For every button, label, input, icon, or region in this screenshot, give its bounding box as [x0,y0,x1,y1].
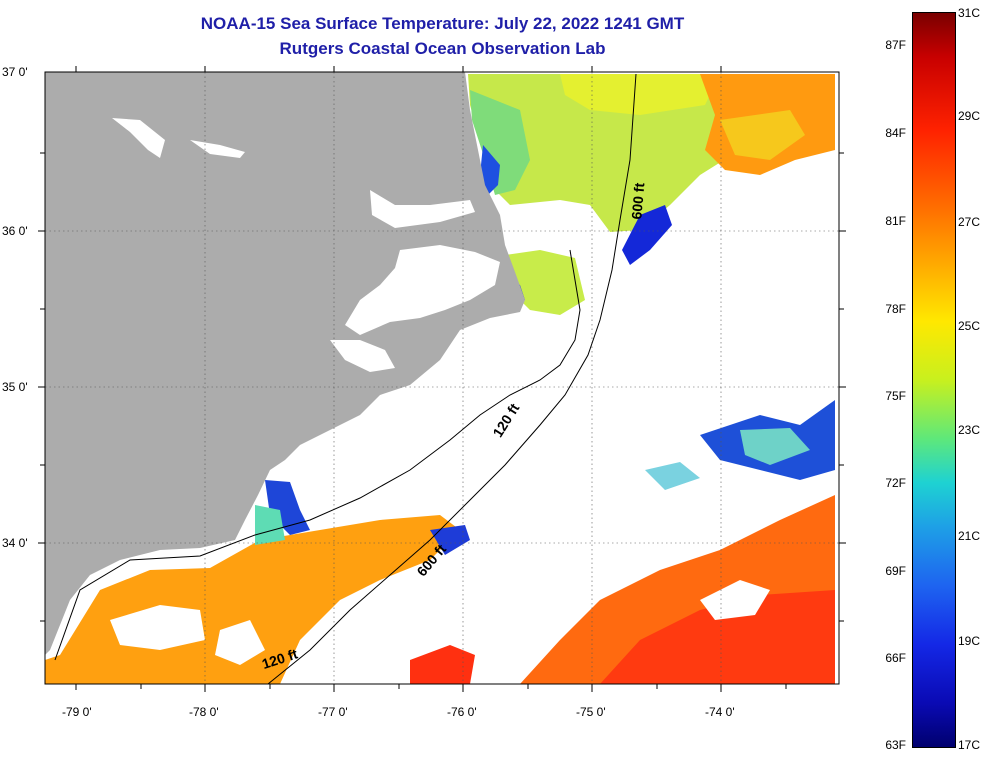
cbar-c-19: 19C [958,634,981,648]
lon-label-75: -75 0' [576,705,606,719]
sst-south-shelf-white [110,605,205,650]
sst-south-red-patch [410,645,475,684]
sst-pamlico-patch [505,250,585,315]
map-content [45,72,839,684]
cbar-f-78: 78F [885,302,906,316]
cbar-c-21: 21C [958,529,981,543]
inland-lake-1 [112,118,165,158]
sst-offshore-blue [430,525,470,555]
cbar-c-17: 17C [958,738,981,752]
isobath-120ft [54,249,581,661]
isobath-600ft [267,73,637,685]
cbar-c-23: 23C [958,423,981,437]
cbar-f-87: 87F [885,38,906,52]
sst-north-yellow [560,74,720,115]
sst-northeast-yellow [720,110,805,160]
pamlico-sound [345,245,500,335]
cbar-f-72: 72F [885,476,906,490]
neuse-river [330,340,395,372]
lon-label-79: -79 0' [62,705,92,719]
lat-label-34: 34 0' [2,536,28,550]
cbar-f-63: 63F [885,738,906,752]
sst-southeast-red [600,590,835,684]
cbar-c-27: 27C [958,215,981,229]
lon-label-77: -77 0' [318,705,348,719]
lon-label-76: -76 0' [447,705,477,719]
cbar-c-29: 29C [958,109,981,123]
lon-label-74: -74 0' [705,705,735,719]
sst-gulfstream-cold-north [622,205,672,265]
albemarle-sound [370,190,475,228]
map-frame [44,71,840,685]
cbar-c-25: 25C [958,319,981,333]
sst-east-cyan-patch [740,428,810,465]
grid-lines [45,72,839,684]
sst-southeast-white-gap [700,580,770,620]
isobath-label-600ft-north: 600 ft [628,182,647,220]
temperature-colorbar [912,12,956,748]
isobath-lines [54,73,637,685]
sst-east-small-patch [645,462,700,490]
lat-label-37: 37 0' [2,65,28,79]
sst-onslow-cyan [255,505,285,545]
map-subtitle: Rutgers Coastal Ocean Observation Lab [279,39,606,58]
inland-lake-2 [190,140,245,158]
map-title: NOAA-15 Sea Surface Temperature: July 22… [200,14,685,33]
cbar-f-81: 81F [885,214,906,228]
cbar-f-69: 69F [885,564,906,578]
cbar-f-75: 75F [885,389,906,403]
lat-label-36: 36 0' [2,224,28,238]
lon-ticks [75,66,787,692]
lat-ticks [38,152,846,622]
sst-north-cyan [470,90,530,195]
sst-south-shelf-white-2 [215,620,265,665]
lon-label-78: -78 0' [189,705,219,719]
cbar-f-66: 66F [885,651,906,665]
lat-label-35: 35 0' [2,380,28,394]
sst-coast-blue [480,145,500,195]
cbar-c-31: 31C [958,6,981,20]
cbar-f-84: 84F [885,126,906,140]
